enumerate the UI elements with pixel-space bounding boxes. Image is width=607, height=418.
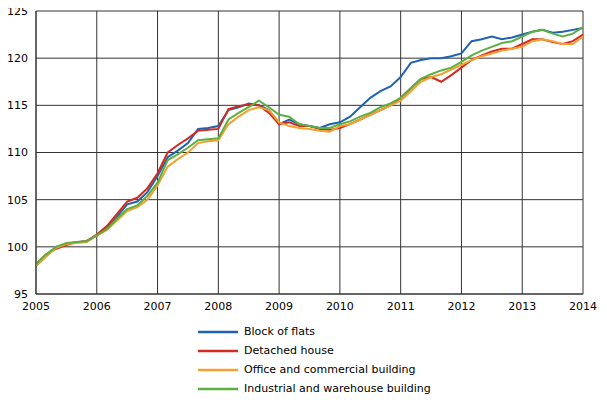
html-text:Office and commercial building: Office and commercial building — [244, 363, 416, 376]
svg-text:2014: 2014 — [569, 300, 597, 313]
svg-text:2013: 2013 — [508, 300, 536, 313]
svg-text:115: 115 — [8, 99, 28, 112]
svg-text:2005: 2005 — [22, 300, 50, 313]
svg-text:100: 100 — [8, 241, 28, 254]
html-text:Block of flats: Block of flats — [244, 325, 316, 338]
svg-text:2012: 2012 — [447, 300, 475, 313]
svg-text:110: 110 — [8, 146, 28, 159]
svg-text:2008: 2008 — [204, 300, 232, 313]
svg-text:105: 105 — [8, 194, 28, 207]
svg-text:95: 95 — [14, 288, 28, 301]
svg-text:2009: 2009 — [265, 300, 293, 313]
svg-text:2006: 2006 — [83, 300, 111, 313]
svg-text:2007: 2007 — [144, 300, 172, 313]
html-text:Industrial and warehouse build: Industrial and warehouse building — [244, 382, 431, 395]
svg-text:2011: 2011 — [387, 300, 415, 313]
html-text:Detached house: Detached house — [244, 344, 334, 357]
svg-text:120: 120 — [8, 52, 28, 65]
svg-text:2010: 2010 — [326, 300, 354, 313]
svg-text:125: 125 — [8, 8, 28, 18]
